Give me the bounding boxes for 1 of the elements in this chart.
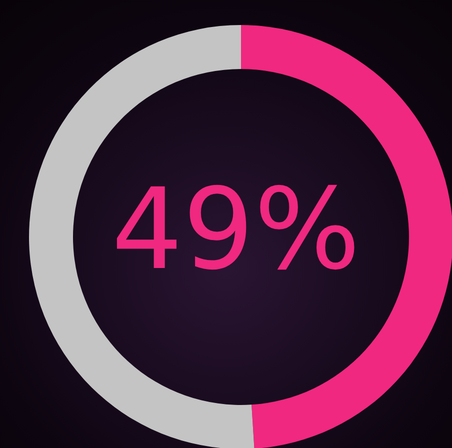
text: 49% xyxy=(110,164,362,297)
